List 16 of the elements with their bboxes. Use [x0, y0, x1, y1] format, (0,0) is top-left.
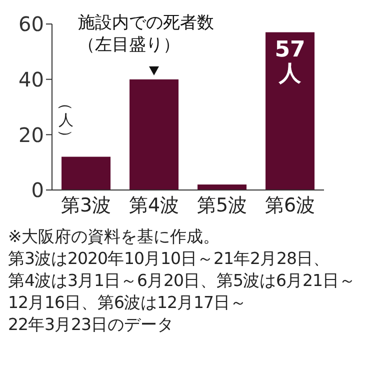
text: ※大阪府の資料を基に作成。第3波は2020年10月10日～21年2月28日、第4波は3月1日～6月20日、第5波は6月21日～12月16日、第6波は12月17日～22年3月23日のデータ — [8, 226, 356, 336]
annotation: 施設内での死者数（左目盛り） — [78, 12, 215, 56]
data-label: 57人 — [274, 37, 306, 86]
x-tick-label: 第5波 — [196, 194, 248, 216]
y-tick-label: 60 — [18, 12, 44, 36]
y-axis-title: （人） — [57, 96, 75, 144]
y-tick-label: 20 — [18, 122, 44, 147]
bar — [62, 156, 111, 190]
bar — [130, 79, 179, 190]
bar — [266, 32, 315, 190]
x-tick-label: 第3波 — [60, 194, 112, 216]
bar — [198, 184, 247, 190]
y-tick-label: 0 — [31, 178, 44, 202]
x-tick-label: 第4波 — [128, 194, 180, 216]
y-tick-label: 40 — [18, 67, 44, 92]
x-tick-label: 第6波 — [264, 194, 316, 216]
